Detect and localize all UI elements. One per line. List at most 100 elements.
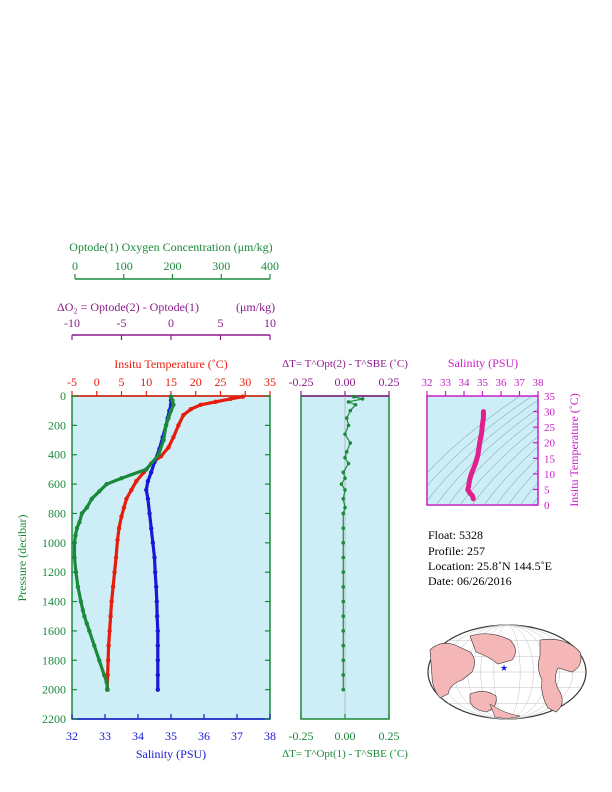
delta-o2-axis-label: ΔO₂ = Optode(2) - Optode(1) [57, 300, 199, 314]
ts-density-contour [447, 417, 538, 505]
delta-o2-axis-tick-label: 5 [218, 316, 224, 330]
temperature-data-point [176, 423, 181, 428]
oxygen-axis: Optode(1) Oxygen Concentration (μm/kg) 0… [69, 240, 279, 280]
delta-t-data-point [341, 629, 346, 633]
temperature-data-point [240, 394, 245, 399]
temperature-data-point [228, 396, 233, 402]
ts-panel: Salinity (PSU) 32 33 34 35 36 37 38 0 5 10 15 20 25… [422, 356, 612, 512]
temperature-data-point [134, 478, 139, 484]
ts-density-contour [519, 482, 538, 505]
salinity-data-point [155, 672, 160, 678]
delta-t-data-point [343, 488, 347, 492]
delta-t-bottom-axis-tick-label: -0.25 [289, 729, 314, 743]
salinity-data-point [152, 569, 158, 575]
oxygen-data-point [119, 476, 124, 481]
delta-t-data-point [341, 643, 346, 648]
delta-t-bottom-label: ΔT= T^Opt(1) - T^SBE (˚C) [282, 748, 408, 760]
salinity-data-point [145, 478, 151, 484]
map-land-americas [538, 638, 582, 713]
oxygen-axis-tick-label: 400 [261, 259, 279, 273]
temperature-data-point [129, 487, 134, 493]
oxygen-data-point [80, 608, 86, 613]
oxygen-axis-tick-label: 200 [164, 259, 182, 273]
ts-temperature-label: Insitu Temperature (˚C) [567, 393, 581, 507]
oxygen-data-point [161, 437, 166, 443]
ts-temperature-axis-tick-label: 30 [544, 407, 556, 419]
delta-t-data-point [343, 476, 347, 481]
oxygen-data-point [163, 423, 169, 428]
delta-t-data-point [346, 461, 351, 466]
delta-t-top-axis-tick-label: 0.25 [379, 375, 400, 389]
temperature-data-point [109, 599, 114, 604]
oxygen-data-point [97, 489, 102, 494]
salinity-data-point [155, 658, 160, 663]
salinity-data-point [155, 628, 160, 634]
delta-t-data-point [343, 455, 347, 460]
oxygen-data-point [82, 614, 87, 619]
salinity-axis-tick-label: 34 [132, 729, 144, 743]
salinity-axis-label: Salinity (PSU) [136, 747, 206, 761]
oxygen-data-point [170, 398, 175, 403]
pressure-axis-tick-label: 2200 [42, 712, 66, 726]
ts-salinity-axis-tick-label: 32 [422, 377, 433, 389]
oxygen-axis-label: Optode(1) Oxygen Concentration (μm/kg) [69, 240, 272, 254]
delta-t-top-label: ΔT= T^Opt(2) - T^SBE (˚C) [282, 358, 408, 370]
ts-salinity-axis-tick-label: 36 [496, 377, 508, 389]
salinity-data-point [149, 470, 154, 475]
temperature-data-point [106, 643, 111, 648]
date: Date: 06/26/2016 [428, 574, 512, 588]
ts-temperature-axis-tick-label: 0 [544, 500, 550, 512]
pressure-axis-tick-label: 800 [48, 506, 66, 520]
salinity-data-point [155, 687, 160, 692]
oxygen-data-point [171, 402, 176, 408]
ts-density-contour [427, 396, 533, 487]
temperature-data-point [107, 628, 112, 634]
delta-o2-axis-tick-label: -5 [117, 316, 127, 330]
ts-salinity-axis-tick-label: 37 [514, 377, 526, 389]
temperature-axis-tick-label: 25 [215, 375, 227, 389]
oxygen-data-point [104, 481, 109, 487]
salinity-axis-tick-label: 35 [165, 729, 177, 743]
salinity-data-point [152, 555, 157, 560]
ts-salinity-axis-tick-label: 35 [477, 377, 489, 389]
pressure-axis-tick-label: 400 [48, 448, 66, 462]
temperature-data-point [116, 525, 122, 531]
salinity-data-point [144, 487, 149, 493]
temperature-data-point [105, 672, 110, 678]
main-panel: Insitu Temperature (˚C) -5 0 5 10 15 20 25 30 35… [15, 357, 276, 761]
temperature-data-point [115, 537, 120, 543]
temperature-data-point [181, 412, 186, 418]
oxygen-data-point [72, 540, 77, 546]
delta-o2-axis-tick-label: 0 [168, 316, 174, 330]
delta-o2-axis-unit: (μm/kg) [236, 300, 275, 314]
ts-temperature-axis-tick-label: 35 [544, 391, 556, 403]
profile-number: Profile: 257 [428, 544, 485, 558]
delta-t-data-point [341, 541, 346, 545]
float-info: Float: 5328 Profile: 257 Location: 25.8˚… [428, 528, 552, 588]
location: Location: 25.8˚N 144.5˚E [428, 559, 552, 573]
temperature-axis-tick-label: 10 [140, 375, 152, 389]
salinity-data-point [150, 540, 156, 546]
ts-salinity-axis-tick-label: 34 [459, 377, 471, 389]
delta-t-data-point [360, 397, 365, 401]
delta-t-data-point [348, 441, 353, 445]
oxygen-axis-tick-label: 300 [212, 259, 230, 273]
temperature-axis-tick-label: 20 [190, 375, 202, 389]
delta-t-data-point [344, 449, 349, 454]
pressure-axis-tick-label: 1000 [42, 536, 66, 550]
ts-density-contour [483, 446, 538, 505]
delta-t-data-point [341, 496, 346, 501]
ts-temperature-axis-tick-label: 25 [544, 422, 556, 434]
oxygen-axis-tick-label: 0 [72, 259, 78, 273]
delta-t-panel: ΔT= T^Opt(2) - T^SBE (˚C) -0.25 0.00 0.25 … [282, 358, 408, 760]
oxygen-data-point [77, 520, 82, 525]
delta-t-data-point [341, 555, 346, 560]
pressure-axis-tick-label: 200 [48, 418, 66, 432]
temperature-data-point [213, 399, 218, 405]
salinity-data-point [153, 584, 159, 590]
ts-density-contour [556, 396, 612, 505]
delta-t-data-point [341, 470, 346, 475]
salinity-axis-tick-label: 36 [198, 729, 210, 743]
float-location-marker: ★ [500, 663, 508, 673]
oxygen-data-point [73, 533, 78, 538]
